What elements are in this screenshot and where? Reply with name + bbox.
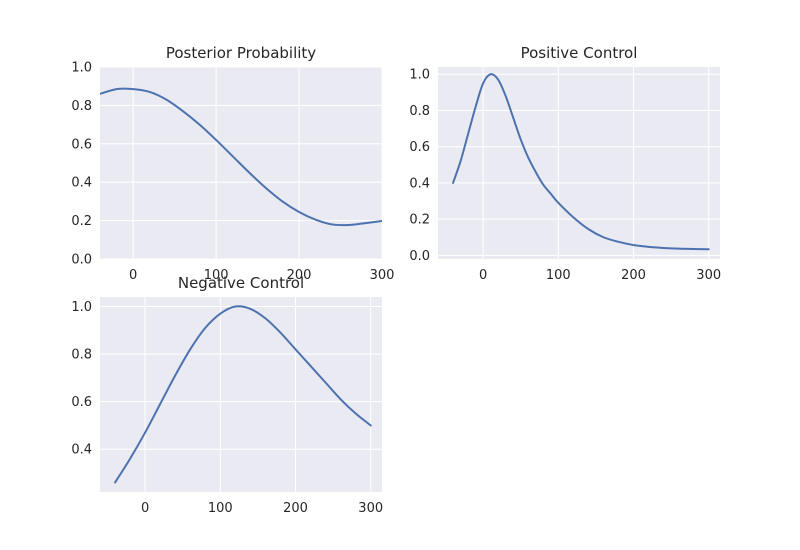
- y-tick-label: 1.0: [71, 300, 92, 315]
- y-tick-label: 0.8: [71, 348, 92, 363]
- x-tick-label: 300: [358, 501, 383, 516]
- y-tick-label: 1.0: [409, 68, 430, 83]
- series-line: [100, 87, 382, 227]
- y-tick-label: 0.0: [71, 253, 92, 268]
- x-tick-label: 200: [287, 268, 312, 283]
- x-tick-label: 100: [208, 501, 233, 516]
- x-tick-label: 300: [370, 268, 395, 283]
- y-tick-label: 0.6: [71, 137, 92, 152]
- y-tick-label: 0.4: [409, 176, 430, 191]
- x-tick-label: 300: [696, 268, 721, 283]
- x-tick-label: 200: [621, 268, 646, 283]
- chart-panel-1: 0 100 200 300 0.0 0.2 0.4 0.6 0.8 1.0 Posterior Pr…: [71, 44, 394, 283]
- x-tick-label: 0: [129, 268, 137, 283]
- x-tick-label: 100: [204, 268, 229, 283]
- y-tick-label: 1.0: [71, 61, 92, 76]
- x-tick-label: 0: [141, 501, 149, 516]
- chart-title: Negative Control: [178, 274, 304, 292]
- y-tick-label: 0.2: [409, 213, 430, 228]
- y-tick-label: 0.6: [71, 395, 92, 410]
- series-line: [452, 73, 710, 251]
- plot-area: [100, 297, 382, 492]
- x-tick-label: 100: [546, 268, 571, 283]
- chart-panel-2: 0 100 200 300 0.0 0.2 0.4 0.6 0.8 1.0 Positive Con…: [409, 44, 721, 283]
- x-tick-label: 200: [283, 501, 308, 516]
- chart-title: Positive Control: [521, 44, 638, 62]
- y-tick-label: 0.2: [71, 214, 92, 229]
- y-tick-label: 0.4: [71, 176, 92, 191]
- y-tick-label: 0.0: [409, 249, 430, 264]
- y-tick-label: 0.8: [409, 104, 430, 119]
- y-tick-label: 0.6: [409, 140, 430, 155]
- x-tick-label: 0: [479, 268, 487, 283]
- plot-area: [100, 67, 382, 259]
- plot-area: [438, 67, 720, 259]
- y-tick-label: 0.4: [71, 443, 92, 458]
- chart-title: Posterior Probability: [166, 44, 316, 62]
- y-tick-label: 0.8: [71, 99, 92, 114]
- series-line: [114, 305, 372, 484]
- chart-panel-3: 0 100 200 300 0.4 0.6 0.8 1.0 Negative Control: [71, 274, 383, 516]
